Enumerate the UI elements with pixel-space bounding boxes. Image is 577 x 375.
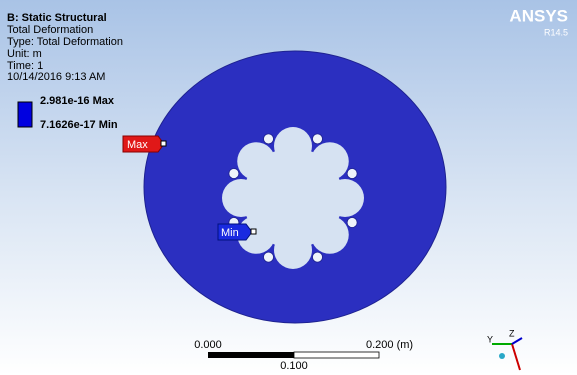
info-line: Unit: m [7, 48, 42, 60]
scale-middle: 0.100 [280, 360, 308, 372]
triad-z-label: Z [509, 328, 515, 338]
scale-bar-light [294, 352, 379, 358]
viewport: B: Static Structural Total Deformation T… [0, 0, 577, 375]
cutout-lobe [222, 179, 260, 217]
logo: ANSYS [509, 6, 568, 25]
legend-max: 2.981e-16 Max [40, 95, 115, 107]
bolt-hole [264, 252, 274, 262]
bolt-hole [264, 134, 274, 144]
info-line: Type: Total Deformation [7, 36, 123, 48]
probe-point [161, 141, 166, 146]
scale-bar-dark [208, 352, 294, 358]
triad-y-label: Y [487, 334, 493, 344]
legend-min: 7.1626e-17 Min [40, 119, 118, 131]
bolt-hole [312, 252, 322, 262]
info-line: 10/14/2016 9:13 AM [7, 71, 105, 83]
page: B: Static Structural Total Deformation T… [0, 0, 577, 375]
scale-right: 0.200 (m) [366, 339, 413, 351]
bolt-hole [347, 169, 357, 179]
center-cutout [222, 127, 364, 269]
cutout-lobe [326, 179, 364, 217]
version: R14.5 [544, 27, 568, 37]
max-label: Max [127, 139, 148, 151]
scale-left: 0.000 [194, 339, 222, 351]
title: B: Static Structural [7, 12, 107, 24]
bolt-hole [312, 134, 322, 144]
triad-dot [499, 353, 505, 359]
cutout-lobe [311, 142, 349, 180]
legend-swatch [18, 102, 32, 127]
cutout-lobe [311, 216, 349, 254]
cutout-lobe [237, 142, 275, 180]
min-label: Min [221, 227, 239, 239]
info-line: Total Deformation [7, 24, 93, 36]
bolt-hole [347, 217, 357, 227]
cutout-lobe [274, 231, 312, 269]
bolt-hole [229, 169, 239, 179]
cutout-lobe [274, 127, 312, 165]
probe-point [251, 229, 256, 234]
